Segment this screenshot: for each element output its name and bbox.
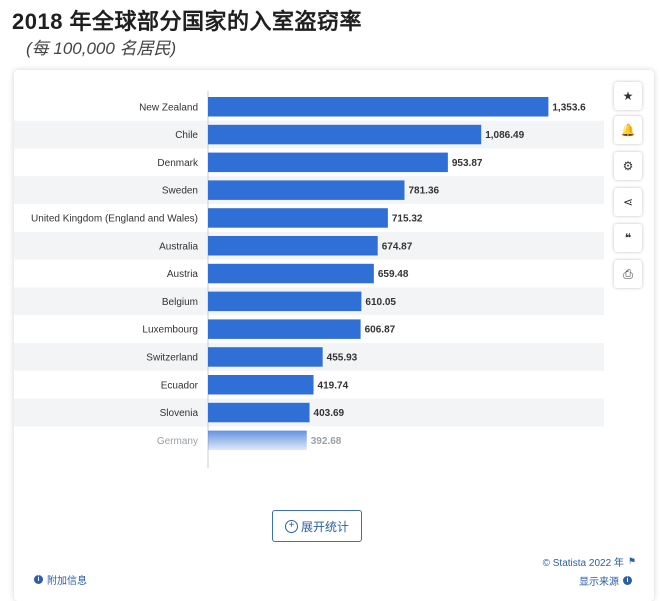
bar-chart: New Zealand 1,353.6 Chile 1,086.49 Denmark 95… [14,91,604,469]
bar[interactable] [208,124,482,145]
category-label: Ecuador [161,380,199,391]
value-label: 455.93 [327,352,358,363]
value-label: 392.68 [311,436,342,447]
category-label: United Kingdom (England and Wales) [31,213,198,224]
info-icon: i [34,575,43,584]
value-label: 419.74 [318,380,349,391]
page-title: 2018 年全球部分国家的入室盗窃率 [12,9,363,34]
value-label: 674.87 [382,241,413,252]
category-label: New Zealand [139,102,198,113]
info-icon: i [623,576,632,585]
bar[interactable] [208,402,310,423]
additional-info-link[interactable]: i 附加信息 [30,572,87,587]
value-label: 1,086.49 [485,130,524,141]
bar[interactable] [208,97,549,117]
copyright: © Statista 2022 年 ⚑ [542,556,636,569]
bar[interactable] [208,291,362,312]
page-subtitle: (每 100,000 名居民) [26,39,177,58]
show-source-link[interactable]: 显示来源 i [579,573,636,588]
print-icon[interactable]: ⎙ [614,260,642,288]
value-label: 715.32 [392,213,423,224]
category-label: Australia [159,241,198,252]
expand-statistics-label: 展开统计 [300,519,349,534]
share-icon[interactable]: ⋖ [614,188,642,216]
bar[interactable] [208,208,388,228]
value-label: 1,353.6 [552,102,586,113]
additional-info-label: 附加信息 [47,576,87,587]
row-stripe [14,426,604,455]
bar[interactable] [208,430,307,451]
flag-icon: ⚑ [627,556,636,566]
expand-statistics-button[interactable]: + 展开统计 [272,510,362,542]
value-label: 606.87 [365,325,396,336]
value-label: 610.05 [365,297,396,308]
category-label: Slovenia [160,408,199,419]
value-label: 953.87 [452,158,483,169]
category-label: Chile [175,130,198,141]
plus-circle-icon: + [284,519,298,533]
category-label: Austria [167,269,199,280]
category-label: Switzerland [146,352,198,363]
bar[interactable] [208,375,314,395]
value-label: 659.48 [378,269,409,280]
bar[interactable] [208,180,405,200]
show-source-label: 显示来源 [579,577,619,588]
category-label: Germany [157,436,198,447]
category-label: Sweden [162,186,198,197]
bar[interactable] [208,319,361,339]
category-label: Belgium [162,297,198,308]
value-label: 781.36 [408,186,439,197]
category-label: Luxembourg [142,325,198,336]
bar[interactable] [208,263,374,284]
value-label: 403.69 [314,408,345,419]
chart-card: New Zealand 1,353.6 Chile 1,086.49 Denmark 95… [14,70,654,601]
bell-icon[interactable]: 🔔 [614,116,642,144]
bar[interactable] [208,152,448,173]
bar[interactable] [208,236,378,256]
bar[interactable] [208,347,323,367]
gear-icon[interactable]: ⚙ [614,152,642,180]
category-label: Denmark [157,158,199,169]
quote-icon[interactable]: ❝ [614,224,642,252]
star-icon[interactable]: ★ [614,82,642,110]
